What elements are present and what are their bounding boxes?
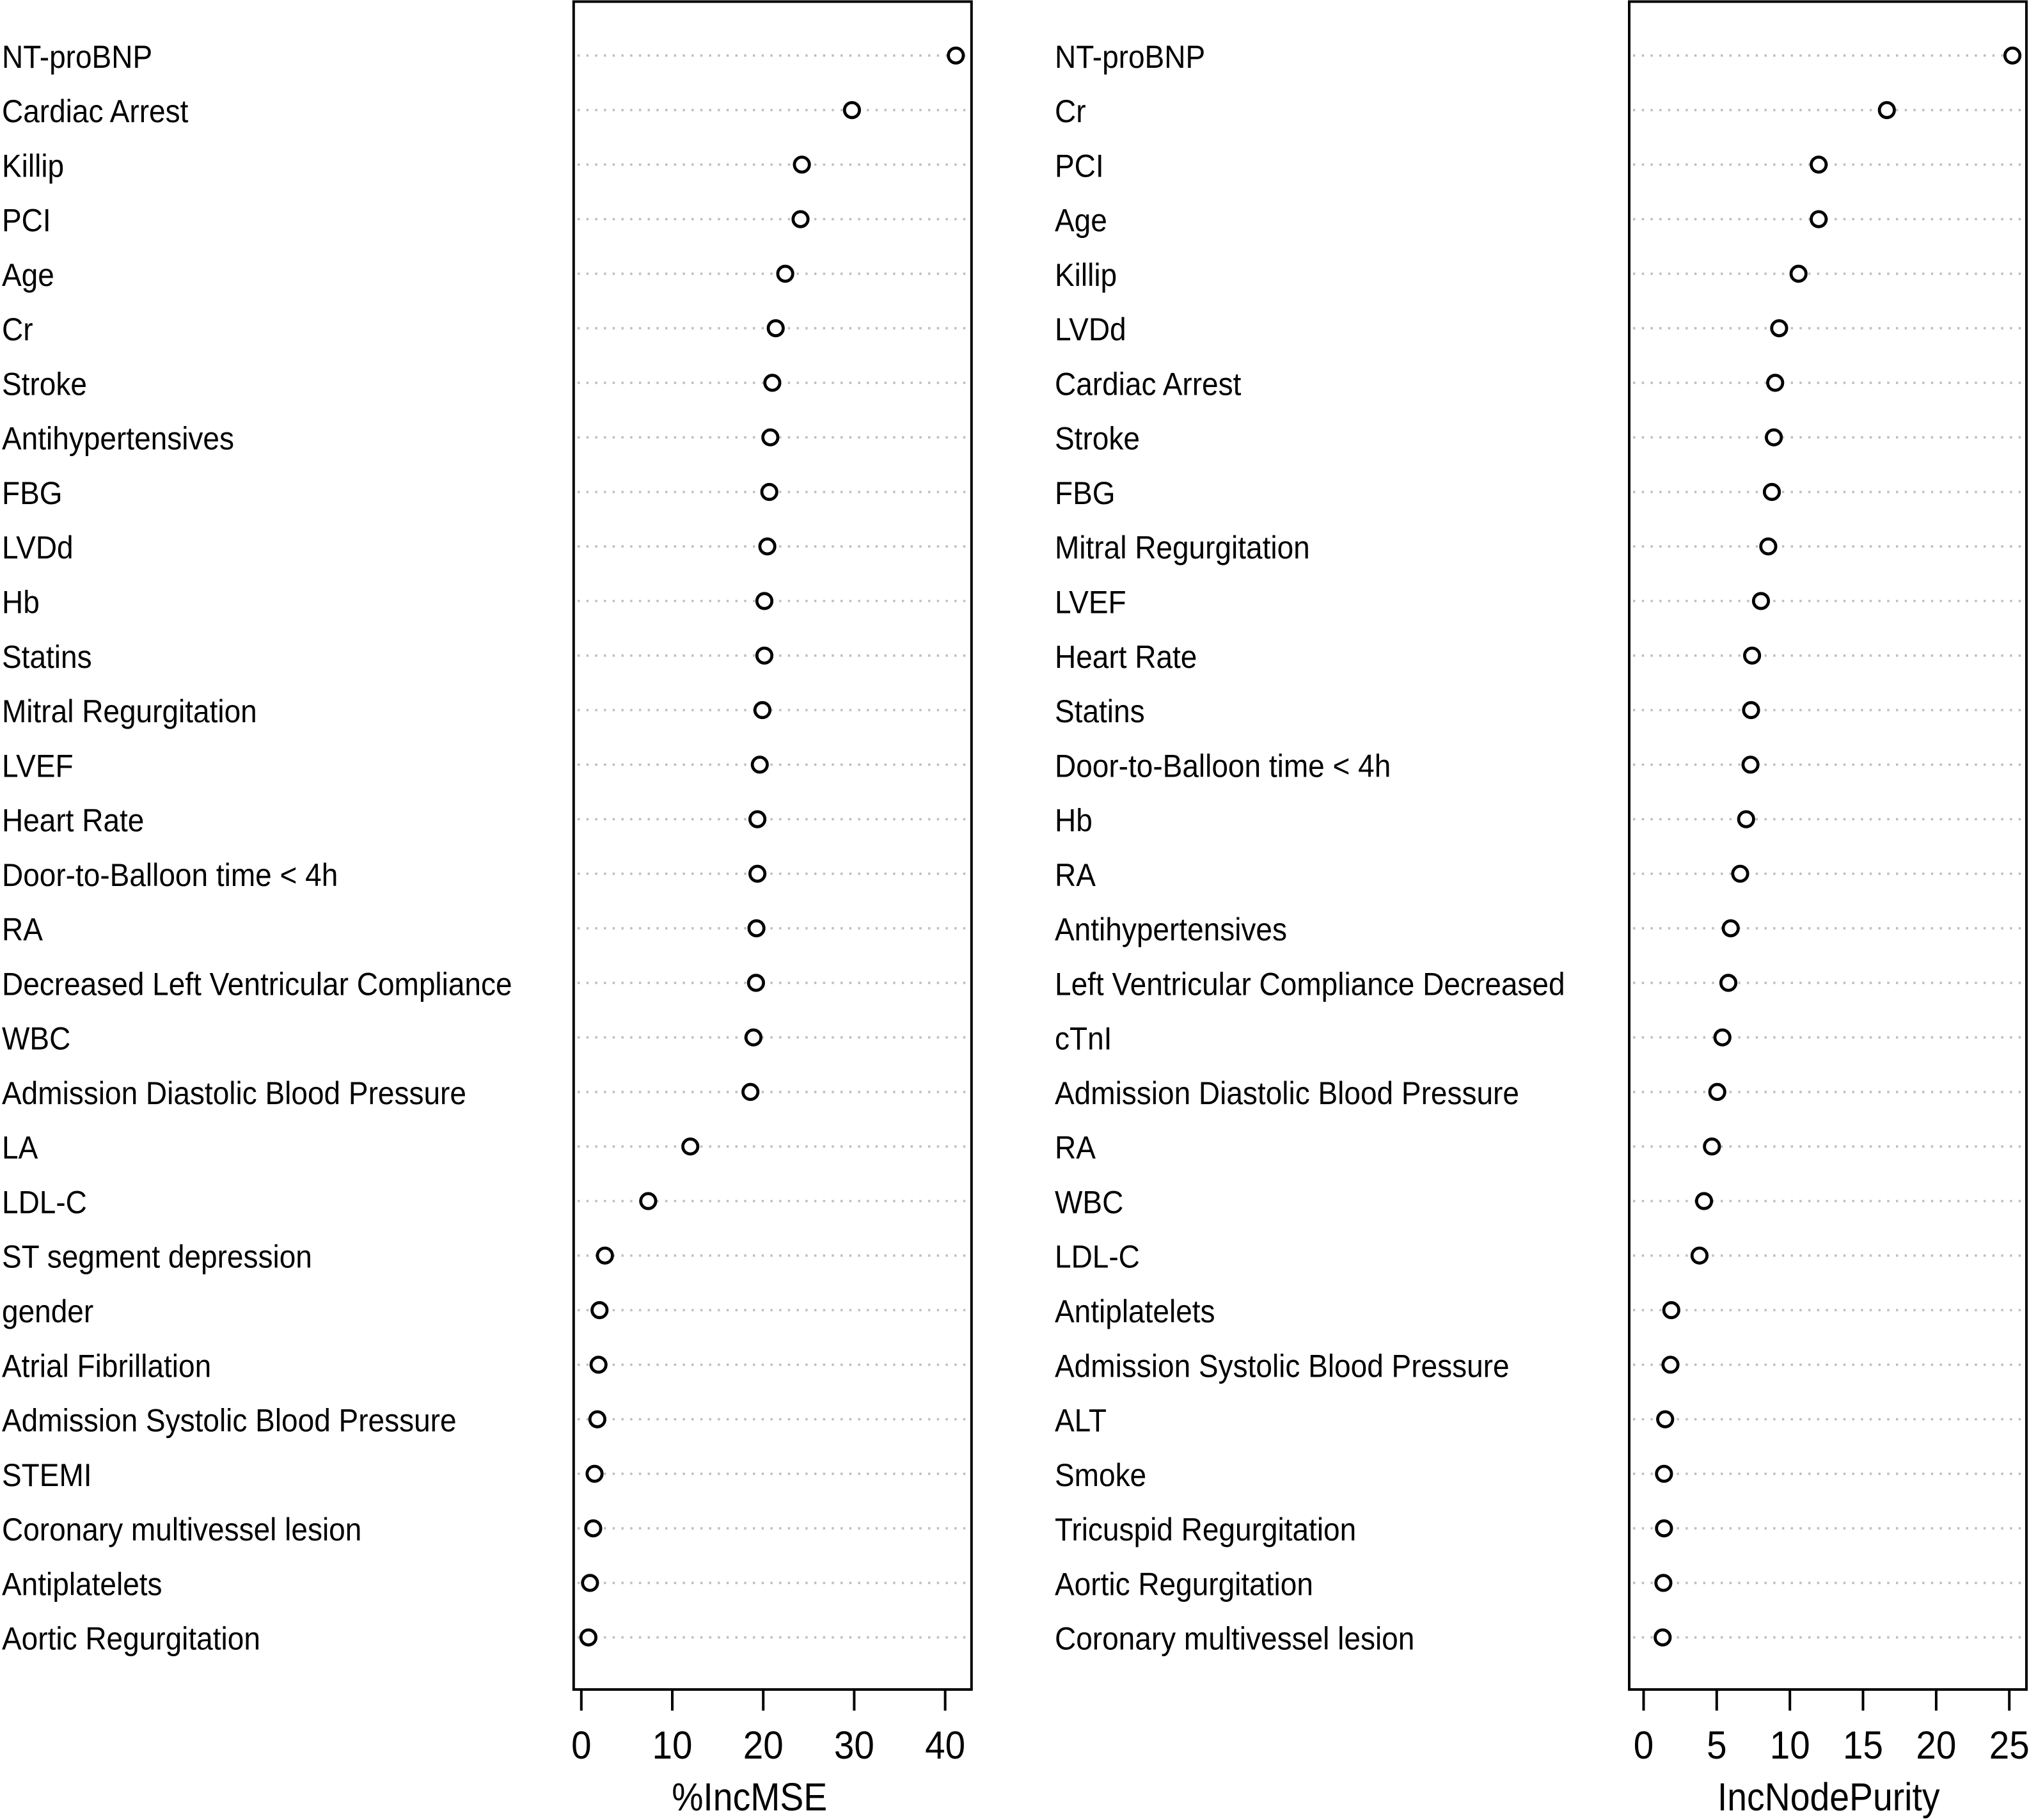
svg-text:Killip: Killip (2, 149, 64, 184)
svg-text:Admission Diastolic Blood Pres: Admission Diastolic Blood Pressure (1055, 1076, 1519, 1111)
svg-text:Statins: Statins (2, 640, 92, 675)
svg-text:Heart Rate: Heart Rate (2, 803, 144, 839)
svg-text:25: 25 (1989, 1723, 2029, 1768)
svg-text:Admission Systolic Blood Press: Admission Systolic Blood Pressure (2, 1404, 457, 1439)
svg-text:30: 30 (834, 1723, 874, 1768)
svg-text:15: 15 (1843, 1723, 1883, 1768)
svg-text:Antihypertensives: Antihypertensives (2, 422, 234, 457)
svg-text:WBC: WBC (2, 1022, 70, 1057)
svg-text:Age: Age (1055, 203, 1107, 239)
svg-text:LVDd: LVDd (2, 530, 74, 566)
svg-text:LVEF: LVEF (1055, 585, 1126, 621)
svg-text:LVEF: LVEF (2, 749, 74, 784)
svg-text:0: 0 (571, 1723, 591, 1768)
svg-text:Cardiac Arrest: Cardiac Arrest (1055, 367, 1241, 402)
svg-text:Hb: Hb (1055, 803, 1093, 839)
svg-text:Coronary multivessel lesion: Coronary multivessel lesion (1055, 1622, 1414, 1657)
svg-text:PCI: PCI (1055, 149, 1104, 184)
svg-text:20: 20 (1916, 1723, 1956, 1768)
svg-text:Antihypertensives: Antihypertensives (1055, 912, 1287, 947)
svg-text:FBG: FBG (2, 476, 63, 511)
svg-text:LDL-C: LDL-C (1055, 1240, 1140, 1275)
svg-text:10: 10 (652, 1723, 693, 1768)
svg-text:Mitral Regurgitation: Mitral Regurgitation (1055, 530, 1310, 566)
svg-text:STEMI: STEMI (2, 1458, 92, 1493)
svg-text:Heart Rate: Heart Rate (1055, 640, 1197, 675)
svg-text:Antiplatelets: Antiplatelets (1055, 1294, 1215, 1329)
svg-text:Tricuspid Regurgitation: Tricuspid Regurgitation (1055, 1512, 1356, 1547)
svg-text:%IncMSE: %IncMSE (672, 1775, 827, 1819)
svg-text:0: 0 (1634, 1723, 1654, 1768)
svg-text:Cr: Cr (1055, 94, 1086, 129)
svg-text:cTnI: cTnI (1055, 1022, 1112, 1057)
svg-text:Door-to-Balloon time < 4h: Door-to-Balloon time < 4h (1055, 749, 1391, 784)
svg-text:Hb: Hb (2, 585, 40, 621)
svg-text:Mitral Regurgitation: Mitral Regurgitation (2, 694, 257, 729)
svg-text:Left Ventricular Compliance De: Left Ventricular Compliance Decreased (1055, 967, 1565, 1002)
svg-text:IncNodePurity: IncNodePurity (1717, 1775, 1940, 1819)
svg-text:Admission Systolic Blood Press: Admission Systolic Blood Pressure (1055, 1349, 1510, 1384)
svg-text:Antiplatelets: Antiplatelets (2, 1567, 162, 1602)
svg-text:Stroke: Stroke (1055, 422, 1140, 457)
svg-text:20: 20 (743, 1723, 784, 1768)
svg-text:Admission Diastolic Blood Pres: Admission Diastolic Blood Pressure (2, 1076, 466, 1111)
svg-text:LA: LA (2, 1130, 38, 1166)
svg-text:RA: RA (1055, 1130, 1096, 1166)
svg-text:Cr: Cr (2, 312, 33, 347)
svg-text:FBG: FBG (1055, 476, 1116, 511)
svg-text:ST segment depression: ST segment depression (2, 1240, 312, 1275)
svg-text:Smoke: Smoke (1055, 1458, 1146, 1493)
svg-text:Cardiac Arrest: Cardiac Arrest (2, 94, 188, 129)
svg-text:10: 10 (1770, 1723, 1810, 1768)
svg-text:Statins: Statins (1055, 694, 1145, 729)
svg-text:RA: RA (2, 912, 43, 947)
svg-text:Age: Age (2, 258, 54, 293)
svg-text:Coronary multivessel lesion: Coronary multivessel lesion (2, 1512, 361, 1547)
svg-text:Aortic Regurgitation: Aortic Regurgitation (1055, 1567, 1313, 1602)
svg-text:Atrial Fibrillation: Atrial Fibrillation (2, 1349, 211, 1384)
svg-text:5: 5 (1707, 1723, 1726, 1768)
svg-text:40: 40 (925, 1723, 965, 1768)
svg-text:Door-to-Balloon time < 4h: Door-to-Balloon time < 4h (2, 858, 338, 893)
svg-text:LVDd: LVDd (1055, 312, 1126, 347)
svg-text:PCI: PCI (2, 203, 51, 239)
svg-text:RA: RA (1055, 858, 1096, 893)
svg-text:LDL-C: LDL-C (2, 1185, 87, 1221)
svg-text:WBC: WBC (1055, 1185, 1123, 1221)
svg-text:NT-proBNP: NT-proBNP (1055, 40, 1205, 75)
svg-text:NT-proBNP: NT-proBNP (2, 40, 152, 75)
svg-text:gender: gender (2, 1294, 93, 1329)
svg-text:Killip: Killip (1055, 258, 1117, 293)
svg-text:Stroke: Stroke (2, 367, 87, 402)
svg-text:Decreased Left Ventricular Com: Decreased Left Ventricular Compliance (2, 967, 512, 1002)
svg-text:Aortic Regurgitation: Aortic Regurgitation (2, 1622, 260, 1657)
svg-text:ALT: ALT (1055, 1404, 1107, 1439)
